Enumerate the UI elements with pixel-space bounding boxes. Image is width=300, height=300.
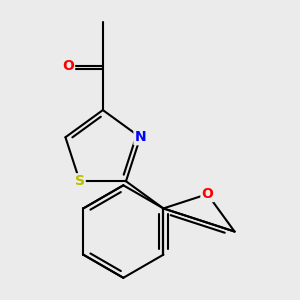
- Text: O: O: [62, 59, 74, 73]
- Text: O: O: [201, 187, 213, 201]
- Text: N: N: [134, 130, 146, 144]
- Text: S: S: [75, 174, 85, 188]
